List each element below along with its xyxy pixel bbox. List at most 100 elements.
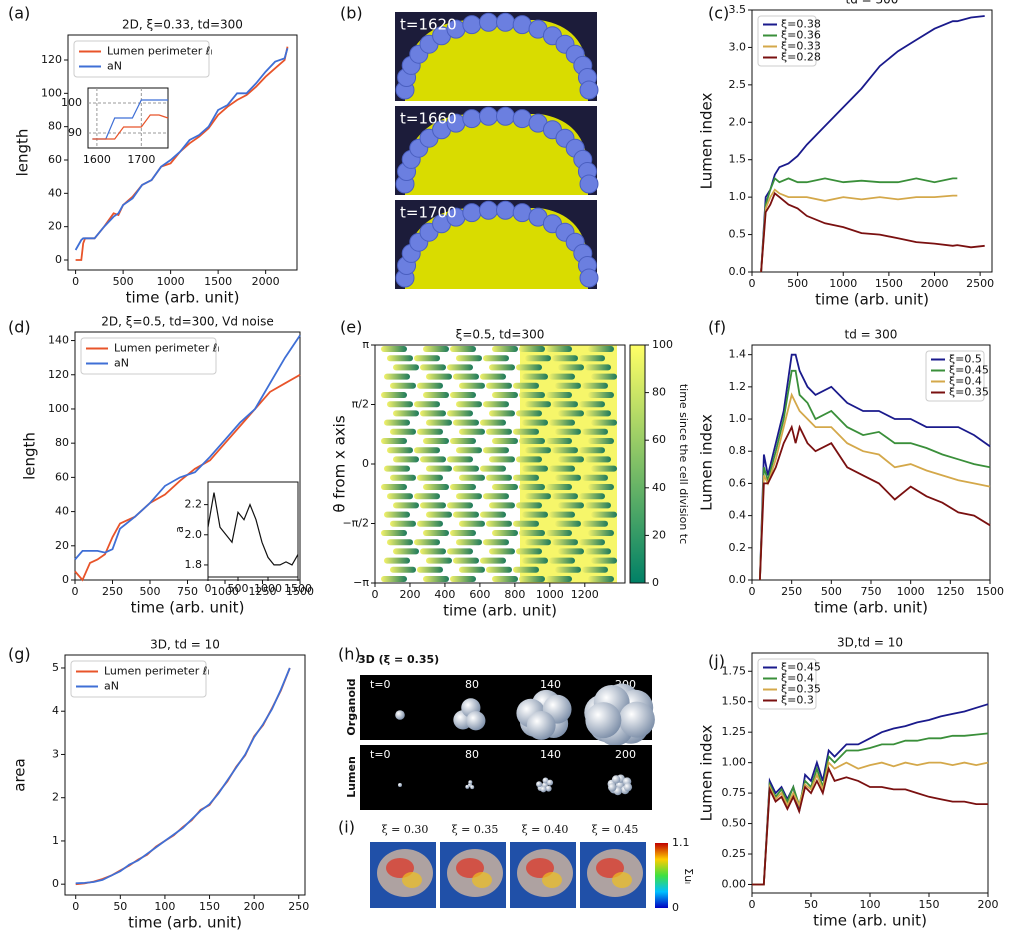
heat-stripe: [426, 511, 452, 518]
heat-stripe: [453, 557, 479, 564]
heat-stripe: [585, 456, 611, 463]
heat-stripe: [516, 548, 542, 555]
time-label: t=0: [370, 748, 391, 761]
y-tick-label: 0.25: [722, 847, 747, 860]
legend: [757, 15, 817, 67]
y-axis-label: Lumen index: [698, 414, 716, 511]
y-tick-label: 4: [52, 704, 59, 717]
hotspot: [596, 858, 624, 878]
heat-stripe: [558, 364, 584, 371]
panel-label: (a): [8, 4, 30, 23]
image-label: t=1660: [400, 110, 457, 128]
x-tick-label: 1000: [157, 275, 185, 288]
heat-stripe: [480, 511, 506, 518]
heat-stripe: [453, 465, 479, 472]
time-label: 80: [465, 748, 479, 761]
heat-stripe: [393, 456, 419, 463]
legend-label: ξ=0.4: [781, 672, 814, 685]
panel-label: (b): [340, 4, 363, 23]
cell: [512, 15, 532, 35]
heat-stripe: [384, 557, 410, 564]
heat-stripe: [381, 346, 407, 352]
y-tick-label: 1: [52, 834, 59, 847]
heat-stripe: [390, 474, 416, 481]
sphere: [547, 779, 554, 786]
line: [752, 766, 988, 886]
heat-stripe: [519, 484, 545, 490]
y-tick-label: 0.00: [722, 877, 747, 890]
heat-stripe: [582, 382, 608, 389]
cell: [512, 109, 532, 129]
sphere: [466, 711, 486, 731]
heat-stripe: [591, 419, 617, 426]
y-tick-label: π: [362, 338, 369, 351]
heat-stripe: [582, 428, 608, 435]
heat-stripe: [513, 566, 539, 573]
legend-label: ξ=0.36: [781, 29, 821, 42]
y-tick-label: 1.5: [729, 153, 747, 166]
hotspot: [456, 858, 484, 878]
legend: [80, 337, 217, 375]
x-tick-label: 150: [199, 900, 220, 913]
time-label: 80: [465, 678, 479, 691]
heat-stripe: [393, 548, 419, 555]
x-axis-label: time (arb. unit): [128, 914, 242, 932]
heat-stripe: [522, 511, 548, 518]
x-tick-label: 2500: [966, 277, 994, 290]
x-tick-label: 1000: [897, 585, 925, 598]
heat-stripe: [480, 557, 506, 564]
y-tick-label: 0.50: [722, 817, 747, 830]
y-axis-label: area: [11, 758, 29, 791]
chart-title: 3D,td = 10: [837, 636, 903, 650]
heat-stripe: [384, 419, 410, 426]
y-tick-label: 0.75: [722, 786, 747, 799]
y-tick-label: 120: [41, 53, 62, 66]
heat-stripe: [522, 373, 548, 380]
heat-stripe: [546, 576, 572, 582]
sphere: [545, 785, 552, 792]
heat-stripe: [492, 346, 518, 352]
chart-title: ξ=0.5, td=300: [456, 328, 545, 342]
heat-stripe: [492, 438, 518, 444]
y-tick-label: 80: [55, 436, 69, 449]
y-tick-label: 60: [55, 470, 69, 483]
heat-stripe: [423, 576, 449, 582]
y-tick-label: 2.0: [729, 115, 747, 128]
y-tick-label: −π: [353, 576, 369, 589]
heat-stripe: [525, 539, 551, 546]
heat-stripe: [492, 530, 518, 536]
heat-stripe: [459, 566, 485, 573]
y-tick-label: 1.50: [722, 695, 747, 708]
x-tick-label: 200: [978, 898, 999, 911]
legend-label: ξ=0.45: [949, 364, 989, 377]
heat-stripe: [552, 493, 578, 500]
colorbar-label: Σuₗ: [682, 868, 695, 884]
heat-stripe: [549, 465, 575, 472]
y-axis-label: Lumen index: [698, 93, 716, 190]
heat-stripe: [417, 566, 443, 573]
heat-stripe: [513, 382, 539, 389]
line: [74, 48, 289, 251]
heat-stripe: [450, 530, 476, 536]
heat-stripe: [558, 502, 584, 509]
y-tick-label: 0.0: [729, 573, 747, 586]
heat-stripe: [423, 346, 449, 352]
line: [760, 176, 958, 273]
y-tick-label: 2.0: [185, 528, 203, 541]
hotspot: [472, 872, 492, 888]
cell: [462, 15, 482, 35]
heat-stripe: [492, 576, 518, 582]
legend-label: ξ=0.5: [949, 353, 982, 366]
heat-stripe: [519, 530, 545, 536]
heat-stripe: [384, 373, 410, 380]
heat-stripe: [579, 493, 605, 500]
heat-stripe: [381, 438, 407, 444]
heat-stripe: [381, 530, 407, 536]
image-label: t=1700: [400, 204, 457, 222]
y-tick-label: 1.0: [729, 412, 747, 425]
chart-title: td = 300: [846, 0, 899, 7]
y-axis-label: Lumen index: [698, 725, 716, 822]
line: [92, 99, 168, 140]
cell: [479, 106, 499, 126]
colorbar-label: time since the cell division tc: [677, 384, 690, 544]
